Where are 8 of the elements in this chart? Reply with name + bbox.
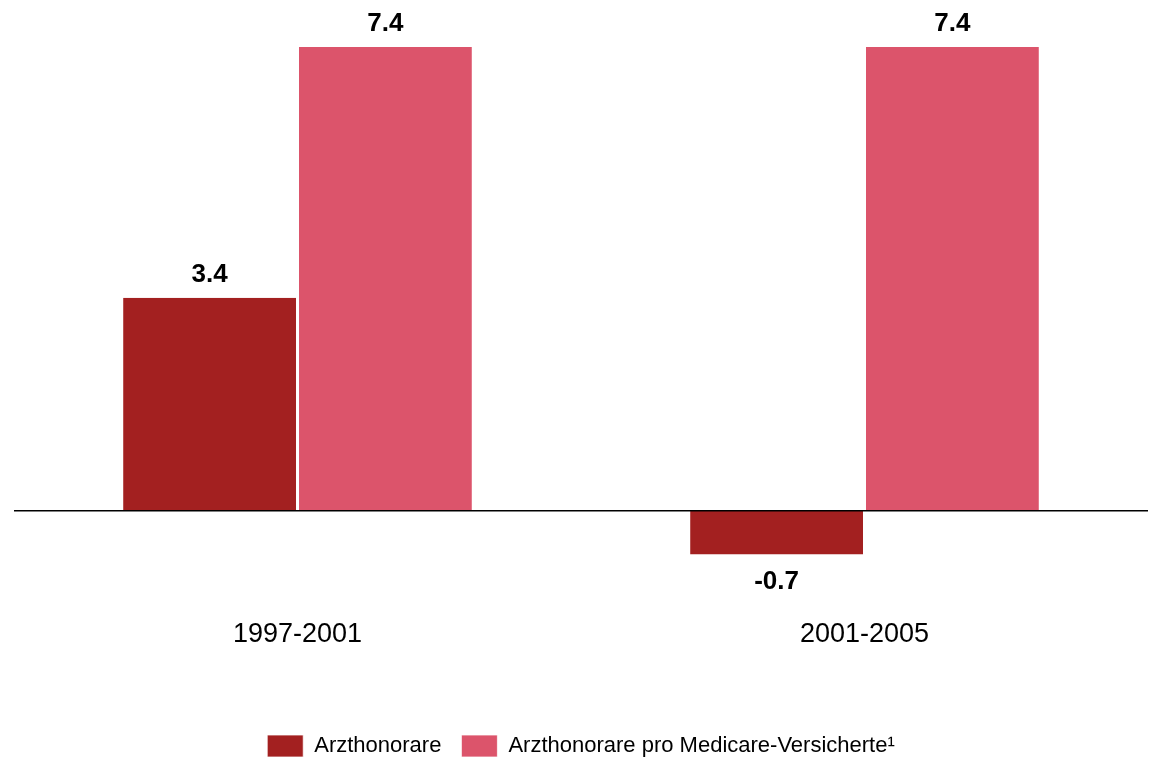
legend-label: Arzthonorare (314, 732, 442, 758)
legend-label: Arzthonorare pro Medicare-Versicherte¹ (508, 732, 895, 758)
x-tick-label: 1997-2001 (232, 618, 363, 649)
x-tick-label: 2001-2005 (799, 618, 930, 649)
data-label: 3.4 (191, 257, 229, 288)
data-label: -0.7 (754, 564, 800, 595)
data-label: 7.4 (367, 7, 404, 38)
data-label: 7.4 (934, 7, 971, 38)
